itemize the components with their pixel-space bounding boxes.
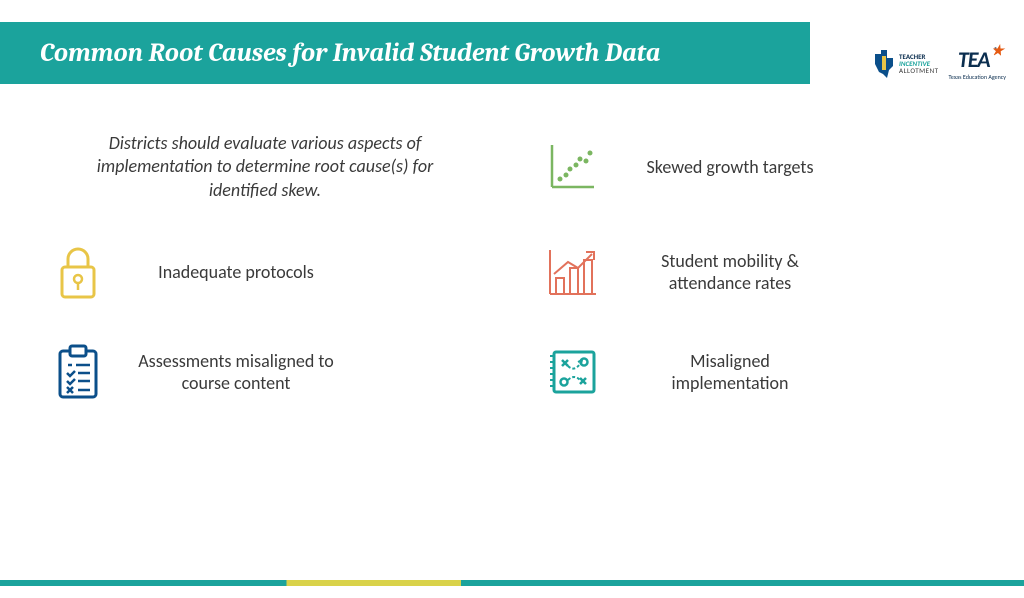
item-mobility: Student mobility & attendance rates [542,242,976,302]
bar-chart-arrow-icon [542,242,602,302]
page-title: Common Root Causes for Invalid Student G… [40,38,660,68]
logo-tea-sub: Texas Education Agency [949,73,1006,81]
star-icon: ★ [991,42,1003,59]
content-grid: Districts should evaluate various aspect… [48,132,976,568]
logo-group: TEACHER INCENTIVE ALLOTMENT TEA ★ ® Texa… [873,46,1006,81]
logo-tea: TEA ★ ® Texas Education Agency [949,46,1006,81]
footer-accent-bar [0,580,1024,586]
logo-tia-line3: ALLOTMENT [899,67,938,74]
item-protocols: Inadequate protocols [48,242,482,302]
item-label: Misaligned implementation [630,350,830,395]
item-skewed: Skewed growth targets [542,132,976,202]
logo-tea-text: TEA [958,46,990,73]
item-implementation: Misaligned implementation [542,342,976,402]
scatter-chart-icon [542,137,602,197]
item-label: Skewed growth targets [630,156,830,179]
texas-shape-icon [873,48,895,80]
lock-icon [48,242,108,302]
item-label: Student mobility & attendance rates [630,250,830,295]
item-label: Assessments misaligned to course content [136,350,336,395]
header-bar: Common Root Causes for Invalid Student G… [0,22,810,84]
clipboard-checklist-icon [48,342,108,402]
playbook-strategy-icon [542,342,602,402]
item-assessments: Assessments misaligned to course content [48,342,482,402]
intro-text: Districts should evaluate various aspect… [48,132,482,202]
logo-tia: TEACHER INCENTIVE ALLOTMENT [873,48,938,80]
item-label: Inadequate protocols [136,261,336,284]
